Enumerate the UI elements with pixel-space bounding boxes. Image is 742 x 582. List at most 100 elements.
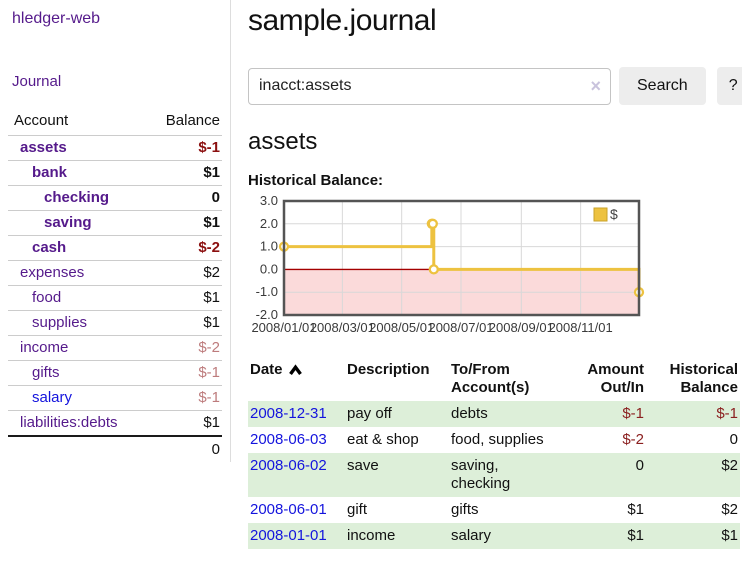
- transaction-date-cell: 2008-06-01: [248, 497, 345, 523]
- legend-swatch: [593, 207, 608, 222]
- account-link-bank[interactable]: bank: [32, 164, 68, 181]
- column-header-date: Date: [250, 361, 283, 378]
- sidebar-item-journal[interactable]: Journal: [12, 73, 62, 90]
- account-row: expenses $2: [8, 260, 222, 285]
- sidebar: hledger-web Journal Account Balance asse…: [0, 0, 231, 462]
- transaction-date-link[interactable]: 2008-06-02: [250, 457, 327, 474]
- transaction-balance: $1: [721, 527, 738, 544]
- transaction-row: 2008-06-01 gift gifts $1 $2: [248, 497, 740, 523]
- account-link-gifts[interactable]: gifts: [32, 364, 60, 381]
- accounts-header-balance: Balance: [165, 112, 220, 129]
- transaction-row: 2008-01-01 income salary $1 $1: [248, 523, 740, 549]
- account-balance: $1: [203, 414, 220, 431]
- account-row: saving $1: [8, 210, 222, 235]
- column-header-description: Description: [347, 361, 430, 378]
- transaction-date-cell: 2008-06-02: [248, 453, 345, 497]
- account-link-assets[interactable]: assets: [20, 139, 67, 156]
- transaction-balance: $2: [721, 457, 738, 474]
- transaction-accounts: gifts: [451, 501, 479, 518]
- account-row: assets $-1: [8, 135, 222, 160]
- transaction-accounts: food, supplies: [451, 431, 544, 448]
- transaction-balance: $2: [721, 501, 738, 518]
- search-input[interactable]: [248, 67, 611, 105]
- account-row: cash $-2: [8, 235, 222, 260]
- account-link-salary[interactable]: salary: [32, 389, 73, 406]
- accounts-list: assets $-1 bank $1 checking 0 saving $1 cash $-2 e…: [8, 135, 222, 435]
- help-button[interactable]: ?: [716, 67, 742, 105]
- data-point-marker: [427, 218, 438, 229]
- account-balance: $-1: [198, 364, 220, 381]
- transaction-amount: $1: [627, 527, 644, 544]
- account-balance: $1: [203, 289, 220, 306]
- account-link-cash[interactable]: cash: [32, 239, 67, 256]
- account-row: gifts $-1: [8, 360, 222, 385]
- account-balance: $-2: [198, 239, 220, 256]
- transaction-date-link[interactable]: 2008-12-31: [250, 405, 327, 422]
- transaction-description: pay off: [347, 405, 392, 422]
- column-header-balance: Historical Balance: [669, 361, 738, 396]
- x-axis-tick-label: 2008/09/01: [489, 320, 554, 335]
- x-axis-tick-label: 2008/07/01: [428, 320, 493, 335]
- legend-label: $: [610, 206, 618, 222]
- account-row: food $1: [8, 285, 222, 310]
- x-axis-tick-label: 2008/01/01: [251, 320, 316, 335]
- y-axis-tick-label: -1.0: [256, 284, 278, 299]
- account-row: salary $-1: [8, 385, 222, 410]
- transaction-date-cell: 2008-12-31: [248, 401, 345, 427]
- transaction-date-link[interactable]: 2008-06-03: [250, 431, 327, 448]
- transaction-balance: $-1: [716, 405, 738, 422]
- account-row: income $-2: [8, 335, 222, 360]
- chart-title: Historical Balance:: [248, 172, 384, 189]
- x-axis-tick-label: 2008/05/01: [369, 320, 434, 335]
- accounts-header: Account Balance: [8, 107, 222, 135]
- account-balance: $1: [203, 164, 220, 181]
- x-axis-tick-label: 2008/03/01: [310, 320, 375, 335]
- account-link-liabilities-debts[interactable]: liabilities:debts: [20, 414, 118, 431]
- transaction-description: save: [347, 457, 379, 474]
- account-link-saving[interactable]: saving: [44, 214, 92, 231]
- sort-by-date[interactable]: Date: [250, 361, 303, 379]
- account-link-income[interactable]: income: [20, 339, 69, 356]
- accounts-header-account: Account: [14, 112, 69, 129]
- sort-asc-icon: [288, 364, 302, 376]
- y-axis-tick-label: 2.0: [260, 216, 278, 231]
- accounts-total-row: 0: [8, 435, 222, 462]
- transaction-date-link[interactable]: 2008-06-01: [250, 501, 327, 518]
- search-button[interactable]: Search: [619, 67, 706, 105]
- y-axis-tick-label: 0.0: [260, 261, 278, 276]
- account-heading: assets: [248, 128, 318, 155]
- historical-balance-chart: 2008/01/012008/03/012008/05/012008/07/01…: [251, 195, 645, 335]
- search-form: × Search ?: [248, 67, 742, 105]
- x-axis-tick-label: 2008/11/01: [549, 320, 613, 335]
- account-link-expenses[interactable]: expenses: [20, 264, 85, 281]
- transaction-date-cell: 2008-01-01: [248, 523, 345, 549]
- transaction-accounts: debts: [451, 405, 488, 422]
- transaction-description: eat & shop: [347, 431, 419, 448]
- account-balance: $-1: [198, 389, 220, 406]
- transaction-description: income: [347, 527, 396, 544]
- account-row: checking 0: [8, 185, 222, 210]
- search-input-wrap: ×: [248, 67, 611, 105]
- main-content: sample.journal × Search ? assets Histori…: [231, 0, 742, 549]
- transaction-amount: $1: [627, 501, 644, 518]
- account-row: liabilities:debts $1: [8, 410, 222, 435]
- account-row: bank $1: [8, 160, 222, 185]
- register-table: Date Description To/From Account(s) Amou…: [248, 359, 740, 549]
- transaction-date-link[interactable]: 2008-01-01: [250, 527, 327, 544]
- brand-link[interactable]: hledger-web: [12, 10, 101, 27]
- column-header-accounts: To/From Account(s): [451, 361, 530, 396]
- account-link-supplies[interactable]: supplies: [32, 314, 88, 331]
- register-body: 2008-12-31 pay off debts $-1 $-1 2008-06-03 ea…: [248, 401, 740, 549]
- account-row: supplies $1: [8, 310, 222, 335]
- transaction-description: gift: [347, 501, 368, 518]
- account-balance: $-1: [198, 139, 220, 156]
- clear-search-icon[interactable]: ×: [590, 75, 601, 96]
- accounts-table: Account Balance assets $-1 bank $1 checking 0…: [8, 107, 222, 462]
- transaction-amount: $-1: [622, 405, 644, 422]
- y-axis-tick-label: -2.0: [256, 307, 278, 322]
- account-link-checking[interactable]: checking: [44, 189, 110, 206]
- column-header-amount: Amount Out/In: [587, 361, 644, 396]
- data-point-marker: [428, 264, 439, 275]
- account-link-food[interactable]: food: [32, 289, 62, 306]
- transaction-balance: 0: [729, 431, 738, 448]
